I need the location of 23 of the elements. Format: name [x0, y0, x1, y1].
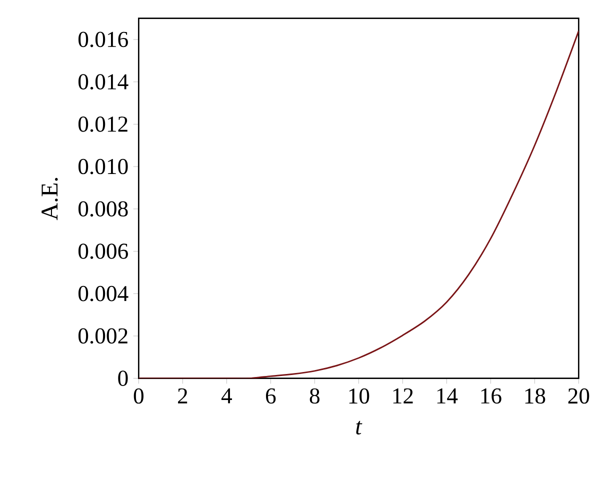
x-tick-label: 18	[525, 388, 546, 404]
x-tick-label: 10	[349, 388, 370, 404]
y-tick-label: 0.016	[78, 32, 128, 48]
y-tick-label: 0.004	[78, 286, 128, 302]
y-tick-label: 0.012	[78, 116, 128, 132]
x-tick-label: 4	[221, 388, 232, 404]
x-tick-label: 2	[178, 388, 188, 404]
x-tick-label: 16	[481, 388, 502, 404]
y-axis-title: A.E.	[42, 178, 58, 220]
y-tick-label: 0	[118, 370, 128, 386]
y-tick-label: 0.002	[78, 328, 128, 344]
x-tick-label: 14	[437, 388, 458, 404]
x-tick-label: 12	[393, 388, 413, 404]
x-axis-title: t	[356, 420, 362, 435]
y-tick-label: 0.006	[78, 244, 128, 259]
y-tick-label: 0.014	[78, 74, 128, 90]
x-tick-label: 6	[266, 388, 276, 404]
x-tick-label: 0	[134, 388, 144, 404]
x-tick-label: 8	[310, 388, 320, 404]
line-series	[138, 30, 579, 378]
x-tick-label: 20	[568, 388, 590, 404]
y-tick-label: 0.008	[78, 201, 128, 217]
y-tick-label: 0.010	[78, 158, 128, 174]
